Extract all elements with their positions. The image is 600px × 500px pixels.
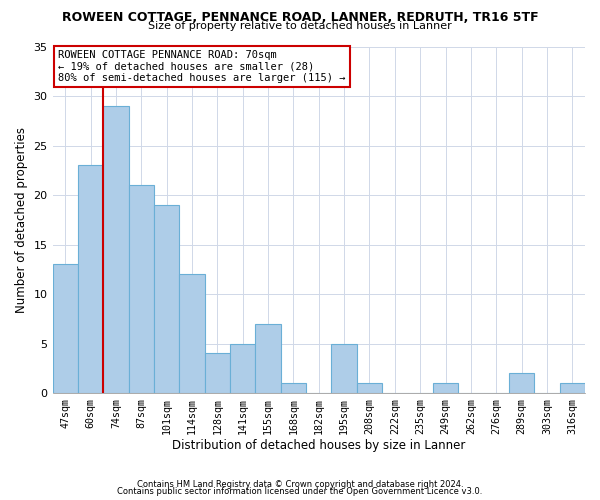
Bar [357, 383, 382, 393]
Bar [509, 374, 534, 393]
Bar [256, 324, 281, 393]
Bar [53, 264, 78, 393]
Bar [154, 205, 179, 393]
Bar [331, 344, 357, 393]
Bar [281, 383, 306, 393]
Bar [560, 383, 585, 393]
X-axis label: Distribution of detached houses by size in Lanner: Distribution of detached houses by size … [172, 440, 466, 452]
Text: Contains HM Land Registry data © Crown copyright and database right 2024.: Contains HM Land Registry data © Crown c… [137, 480, 463, 489]
Bar [128, 185, 154, 393]
Bar [78, 166, 103, 393]
Bar [230, 344, 256, 393]
Text: ROWEEN COTTAGE PENNANCE ROAD: 70sqm
← 19% of detached houses are smaller (28)
80: ROWEEN COTTAGE PENNANCE ROAD: 70sqm ← 19… [58, 50, 346, 83]
Bar [103, 106, 128, 393]
Text: ROWEEN COTTAGE, PENNANCE ROAD, LANNER, REDRUTH, TR16 5TF: ROWEEN COTTAGE, PENNANCE ROAD, LANNER, R… [62, 11, 538, 24]
Text: Size of property relative to detached houses in Lanner: Size of property relative to detached ho… [148, 21, 452, 31]
Text: Contains public sector information licensed under the Open Government Licence v3: Contains public sector information licen… [118, 487, 482, 496]
Bar [179, 274, 205, 393]
Bar [205, 354, 230, 393]
Bar [433, 383, 458, 393]
Y-axis label: Number of detached properties: Number of detached properties [15, 127, 28, 313]
